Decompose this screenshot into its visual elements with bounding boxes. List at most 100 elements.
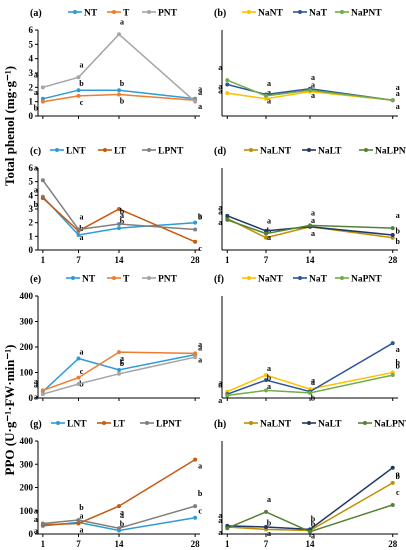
series-line [42, 505, 196, 529]
significance-label: c [120, 357, 124, 366]
significance-label: a [120, 508, 124, 517]
significance-label: a [80, 213, 84, 222]
x-tick-label: 7 [76, 255, 81, 265]
legend-label: NaLNT [260, 147, 292, 157]
data-point [76, 356, 81, 361]
significance-label: c [80, 367, 84, 376]
x-tick-label: 7 [264, 539, 269, 549]
significance-label: a [198, 85, 202, 94]
data-point [40, 96, 45, 101]
significance-label: a [218, 82, 222, 91]
panel-label: (f) [214, 274, 224, 285]
legend-marker [307, 421, 311, 425]
significance-label: a [396, 345, 400, 354]
x-tick-label: 1 [41, 255, 46, 265]
significance-label: b [395, 362, 400, 371]
data-point [76, 375, 81, 380]
y-tick-label: 300 [20, 317, 34, 327]
significance-label: a [120, 511, 124, 520]
legend-label: NaNT [258, 9, 283, 19]
significance-label: a [218, 528, 222, 537]
data-point [76, 518, 81, 523]
significance-label: a [396, 83, 400, 92]
data-point [264, 509, 268, 514]
legend-marker [56, 421, 60, 425]
x-tick-label: 14 [115, 255, 125, 265]
x-tick-label: 7 [76, 539, 81, 549]
data-point [193, 227, 198, 232]
data-point [76, 381, 81, 386]
data-point [390, 480, 395, 485]
y-axis-title-ppo: PPO (U·g⁻¹·FW·min⁻¹) [2, 345, 17, 476]
y-tick-label: 5 [29, 39, 34, 49]
data-point [117, 350, 121, 355]
legend-marker [55, 148, 59, 152]
data-point [308, 529, 312, 534]
significance-label: a [34, 377, 38, 386]
data-point [225, 217, 230, 222]
data-point [117, 207, 121, 211]
data-point [117, 526, 121, 531]
panel-label: (d) [214, 146, 226, 157]
significance-label: a [198, 102, 202, 111]
legend-marker [340, 276, 344, 280]
x-tick-label: 28 [388, 539, 398, 549]
legend-marker [298, 276, 302, 280]
data-point [193, 457, 198, 462]
significance-label: a [34, 163, 38, 172]
significance-label: a [396, 102, 400, 111]
significance-label: a [198, 344, 202, 353]
legend-marker [249, 421, 253, 425]
legend-label: NaT [309, 275, 328, 285]
significance-label: a [198, 462, 202, 471]
series-line [227, 504, 393, 533]
legend-label: NaLNT [260, 420, 292, 430]
y-axis-title-total-phenol: Total phenol (mg·g⁻¹) [2, 66, 17, 186]
legend-marker [147, 276, 151, 280]
panel-label: (g) [30, 419, 42, 430]
data-point [225, 526, 230, 531]
legend-label: LPNT [158, 147, 184, 157]
significance-label: a [34, 186, 38, 195]
legend-marker [340, 10, 344, 14]
significance-label: a [311, 81, 315, 90]
x-tick-label: 14 [306, 539, 316, 549]
data-point [390, 373, 395, 378]
data-point [225, 91, 230, 96]
data-point [193, 220, 198, 225]
data-point [193, 351, 198, 356]
series-line [227, 482, 394, 532]
significance-label: a [218, 86, 222, 95]
legend-label: PNT [158, 9, 178, 19]
significance-label: b [34, 200, 39, 209]
significance-label: b [395, 472, 400, 481]
y-tick-label: 300 [20, 459, 34, 469]
series-line [227, 371, 393, 393]
data-point [117, 32, 121, 37]
series-line [227, 342, 394, 395]
data-point [193, 515, 198, 520]
significance-label: a [34, 392, 38, 401]
data-point [264, 235, 268, 240]
significance-label: b [34, 104, 39, 113]
data-point [40, 388, 45, 393]
data-point [264, 96, 268, 101]
legend-marker [247, 10, 251, 14]
series-line [227, 219, 393, 235]
significance-label: a [218, 218, 222, 227]
y-tick-label: 6 [29, 25, 34, 35]
data-point [76, 93, 81, 98]
legend-marker [307, 148, 311, 152]
data-point [390, 465, 395, 470]
y-tick-label: 4 [29, 54, 34, 64]
data-point [117, 504, 121, 509]
x-tick-label: 14 [306, 255, 316, 265]
series-line [42, 93, 196, 103]
significance-label: b [395, 227, 400, 236]
significance-label: a [80, 347, 84, 356]
series-line [42, 179, 196, 231]
significance-label: a [34, 515, 38, 524]
significance-label: b [311, 515, 316, 524]
